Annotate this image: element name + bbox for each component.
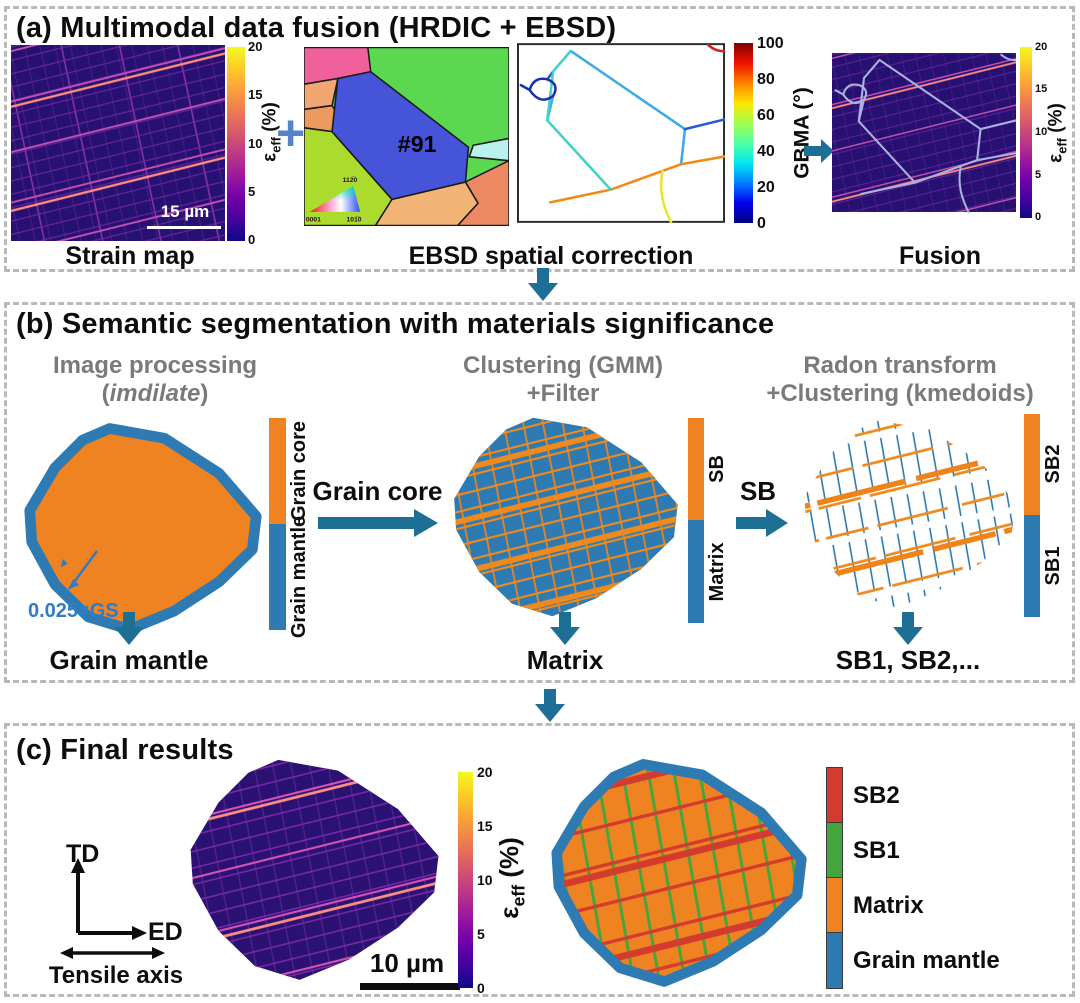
c-cb-tick: 20 <box>477 764 493 780</box>
b-mid-cb-sb-label: SB <box>706 455 728 483</box>
c-scalebar-label: 10 µm <box>369 948 445 978</box>
b-mid-output-label: Matrix <box>526 645 604 675</box>
b-mid-cb-matrix-label: Matrix <box>706 542 728 602</box>
b-left-cb-mantle-label: Grain mantle <box>288 515 310 639</box>
c-cb-tick: 15 <box>477 818 493 834</box>
b-right-cb-sb1 <box>1024 515 1040 617</box>
axis-td-label: TD <box>66 840 100 868</box>
fusion-map <box>832 53 1016 214</box>
fusion-cb-axis-label: εeff (%) <box>1045 103 1070 163</box>
c-strain-grain <box>190 759 439 980</box>
tensile-axis-label: Tensile axis <box>48 962 184 989</box>
gbma-cb-tick: 80 <box>757 71 775 88</box>
legend-swatch-sb1 <box>826 822 843 878</box>
b-right-output-label: SB1, SB2,... <box>835 645 981 675</box>
b-left-header-1: Image processing <box>52 352 258 379</box>
b-mid-down-arrow-icon <box>550 612 580 645</box>
plus-icon: + <box>276 105 306 161</box>
gbma-cb-tick: 20 <box>757 179 775 196</box>
tensile-axis-arrow-icon <box>60 947 165 959</box>
flow-arrow-a-b-icon <box>528 268 558 301</box>
fusion-boundary-overlay <box>834 53 1016 214</box>
strain-scalebar-label: 15 µm <box>160 202 210 221</box>
fusion-cb-tick: 20 <box>1035 41 1048 53</box>
axis-ed-label: ED <box>148 918 183 946</box>
gbma-cb-tick: 0 <box>757 215 766 232</box>
fusion-cb-tick: 5 <box>1035 169 1042 181</box>
legend-label-matrix: Matrix <box>853 892 924 919</box>
arrow2-label: SB <box>739 476 777 506</box>
strain-cb-tick: 20 <box>248 39 263 54</box>
c-cb-tick: 0 <box>477 980 485 996</box>
b-mid-grain <box>454 417 678 617</box>
strain-cb-tick: 0 <box>248 232 256 247</box>
gbma-cb-axis-label: GBMA (°) <box>790 87 814 179</box>
c-cb-tick: 5 <box>477 926 485 942</box>
b-right-lines <box>804 420 1016 608</box>
fusion-caption: Fusion <box>899 242 981 270</box>
gbma-cb-tick: 100 <box>757 35 784 52</box>
panel-b-title: (b) Semantic segmentation with materials… <box>16 308 775 340</box>
ipf-label-1120: 112̅0 <box>343 176 358 184</box>
legend-label-sb2: SB2 <box>853 782 900 809</box>
strain-map <box>11 45 225 241</box>
c-segmentation-grain <box>551 759 807 987</box>
arrow2-icon <box>736 509 788 537</box>
fusion-cb-tick: 10 <box>1035 126 1048 138</box>
b-mid-header-2: +Filter <box>526 380 600 407</box>
legend-swatch-mantle <box>826 932 843 989</box>
c-scalebar <box>360 983 460 990</box>
b-right-cb-sb2 <box>1024 414 1040 515</box>
legend-label-mantle: Grain mantle <box>853 947 1000 974</box>
b-left-cb-mantle <box>269 524 286 630</box>
panel-c-title: (c) Final results <box>16 734 234 766</box>
fusion-cb-tick: 15 <box>1035 83 1048 95</box>
legend-label-sb1: SB1 <box>853 837 900 864</box>
ipf-label-1010: 101̅0 <box>347 216 362 224</box>
gbma-map <box>517 43 725 223</box>
b-right-cb-sb1-label: SB1 <box>1042 546 1064 586</box>
annotation-label: 0.025×GS <box>28 600 119 622</box>
b-right-cb-sb2-label: SB2 <box>1042 444 1064 484</box>
flow-arrow-b-c-icon <box>535 689 565 722</box>
ipf-label-0001: 0001 <box>306 217 321 224</box>
fusion-arrow-icon <box>804 139 834 163</box>
ebsd-caption: EBSD spatial correction <box>408 242 694 270</box>
fusion-cb-tick: 0 <box>1035 211 1042 223</box>
c-colorbar <box>458 772 473 988</box>
legend-swatch-matrix <box>826 877 843 933</box>
strain-scalebar <box>147 226 221 229</box>
arrow1-label: Grain core <box>312 476 443 506</box>
c-cb-tick: 10 <box>477 872 493 888</box>
annotation-arrow-icon <box>60 550 98 590</box>
b-left-header-2: (imdilate) <box>101 380 209 407</box>
fusion-colorbar <box>1020 47 1032 218</box>
gbma-cb-tick: 40 <box>757 143 775 160</box>
b-mid-header-1: Clustering (GMM) <box>463 352 663 379</box>
gbma-cb-tick: 60 <box>757 107 775 124</box>
strain-map-caption: Strain map <box>65 242 195 270</box>
panel-a-title: (a) Multimodal data fusion (HRDIC + EBSD… <box>16 12 617 44</box>
strain-colorbar <box>227 47 245 241</box>
ebsd-map: #91 0001 112̅0 101̅0 <box>304 47 509 226</box>
b-right-down-arrow-icon <box>893 612 923 645</box>
b-mid-cb-matrix <box>688 520 704 623</box>
panel-c-box <box>4 723 1075 997</box>
b-right-header-1: Radon transform <box>803 352 997 379</box>
strain-cb-tick: 5 <box>248 184 256 199</box>
gbma-colorbar <box>734 43 753 223</box>
b-left-output-label: Grain mantle <box>49 645 209 675</box>
arrow1-icon <box>318 509 438 537</box>
grain-id-label: #91 <box>398 131 437 157</box>
b-left-down-arrow-icon <box>114 612 144 645</box>
strain-cb-tick: 15 <box>248 87 263 102</box>
td-ed-axes-icon <box>71 858 147 940</box>
b-mid-cb-sb <box>688 418 704 520</box>
legend-swatch-sb2 <box>826 767 843 823</box>
c-cb-axis-label: εeff (%) <box>494 837 529 919</box>
b-left-cb-core <box>269 418 286 524</box>
strain-cb-tick: 10 <box>248 136 263 151</box>
b-right-header-2: +Clustering (kmedoids) <box>766 380 1034 407</box>
